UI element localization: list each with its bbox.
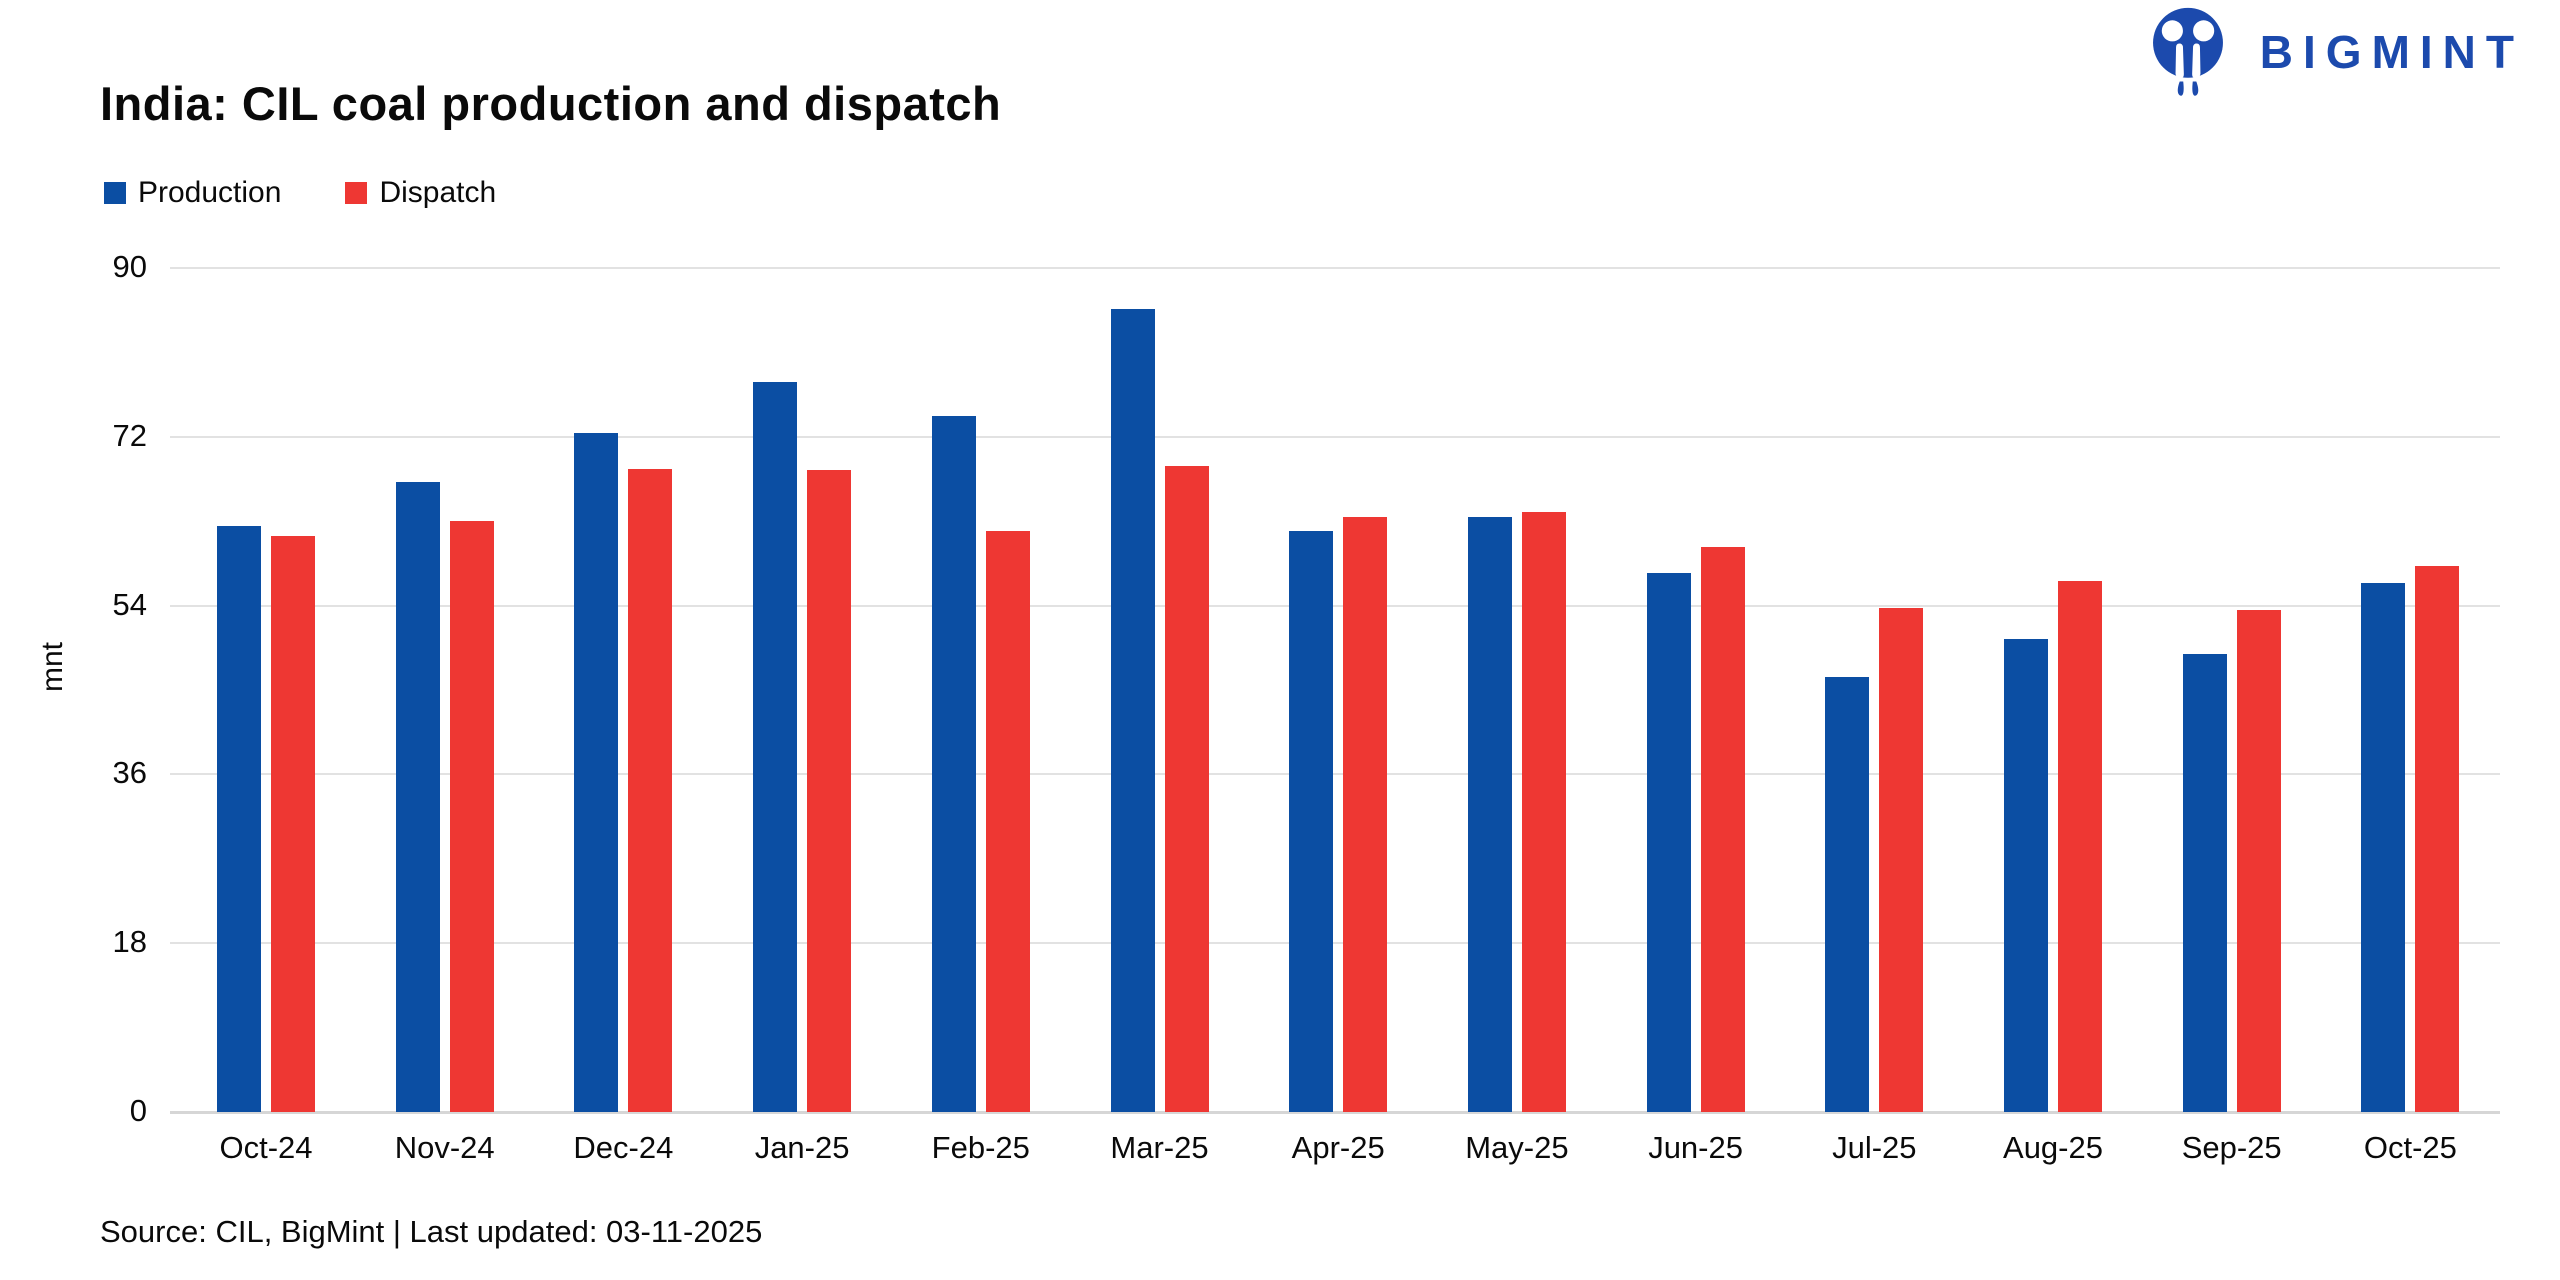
bar-production-nov-24 bbox=[395, 481, 440, 1112]
legend-swatch-dispatch bbox=[345, 182, 368, 204]
bar-dispatch-may-25 bbox=[1521, 511, 1566, 1112]
bar-production-dec-24 bbox=[574, 433, 619, 1112]
bar-dispatch-jan-25 bbox=[807, 469, 852, 1112]
x-tick-oct-24: Oct-24 bbox=[219, 1130, 313, 1165]
gridline-90 bbox=[170, 267, 2500, 269]
bar-production-mar-25 bbox=[1110, 309, 1155, 1112]
legend-item-dispatch: Dispatch bbox=[345, 176, 496, 210]
bar-production-oct-25 bbox=[2361, 583, 2406, 1112]
bar-production-jun-25 bbox=[1646, 572, 1691, 1112]
x-tick-oct-25: Oct-25 bbox=[2363, 1130, 2457, 1165]
bigmint-logo-icon bbox=[2152, 7, 2223, 96]
bar-dispatch-apr-25 bbox=[1343, 517, 1388, 1112]
bar-dispatch-aug-25 bbox=[2058, 581, 2102, 1112]
bar-production-jan-25 bbox=[753, 382, 798, 1112]
bar-production-jul-25 bbox=[1825, 676, 1870, 1112]
bar-dispatch-jul-25 bbox=[1879, 608, 1924, 1112]
x-tick-jul-25: Jul-25 bbox=[1832, 1130, 1917, 1165]
x-tick-feb-25: Feb-25 bbox=[931, 1130, 1030, 1165]
x-tick-mar-25: Mar-25 bbox=[1110, 1130, 1209, 1165]
legend-label: Dispatch bbox=[379, 176, 497, 209]
x-tick-dec-24: Dec-24 bbox=[573, 1130, 674, 1165]
bar-dispatch-jun-25 bbox=[1700, 546, 1745, 1112]
y-tick-36: 36 bbox=[112, 755, 147, 791]
bar-dispatch-feb-25 bbox=[985, 530, 1030, 1112]
plot-area bbox=[170, 267, 2500, 1114]
source-note: Source: CIL, BigMint | Last updated: 03-… bbox=[100, 1214, 763, 1249]
chart-title: India: CIL coal production and dispatch bbox=[100, 77, 1002, 130]
x-tick-sep-25: Sep-25 bbox=[2181, 1130, 2282, 1165]
y-tick-18: 18 bbox=[112, 924, 147, 960]
x-tick-jun-25: Jun-25 bbox=[1648, 1130, 1743, 1165]
y-tick-0: 0 bbox=[129, 1093, 147, 1128]
bar-dispatch-nov-24 bbox=[449, 521, 494, 1112]
y-tick-54: 54 bbox=[112, 586, 147, 622]
x-tick-may-25: May-25 bbox=[1465, 1130, 1569, 1165]
gridline-72 bbox=[170, 435, 2500, 438]
legend-item-production: Production bbox=[104, 176, 281, 210]
chart-legend: Production Dispatch bbox=[104, 176, 496, 210]
x-tick-nov-24: Nov-24 bbox=[394, 1130, 495, 1165]
x-tick-apr-25: Apr-25 bbox=[1291, 1130, 1385, 1165]
gridline-0 bbox=[170, 1111, 2500, 1114]
x-tick-aug-25: Aug-25 bbox=[2003, 1130, 2103, 1165]
legend-swatch-production bbox=[104, 182, 126, 204]
bar-dispatch-oct-24 bbox=[271, 536, 315, 1112]
bar-production-may-25 bbox=[1467, 517, 1512, 1112]
gridline-18 bbox=[170, 942, 2500, 945]
bar-production-oct-24 bbox=[217, 525, 261, 1112]
bar-dispatch-dec-24 bbox=[628, 468, 673, 1112]
bar-dispatch-oct-25 bbox=[2415, 566, 2460, 1112]
gridline-54 bbox=[170, 604, 2500, 607]
bar-dispatch-sep-25 bbox=[2236, 610, 2281, 1112]
gridline-36 bbox=[170, 773, 2500, 776]
y-tick-90: 90 bbox=[112, 249, 147, 284]
bar-production-apr-25 bbox=[1289, 530, 1334, 1112]
bar-production-aug-25 bbox=[2004, 639, 2048, 1112]
y-tick-72: 72 bbox=[112, 417, 147, 453]
bar-production-sep-25 bbox=[2182, 654, 2227, 1112]
legend-label: Production bbox=[138, 176, 282, 209]
bigmint-logo: BIGMINT bbox=[2142, 6, 2524, 98]
bigmint-logo-text: BIGMINT bbox=[2259, 26, 2524, 78]
y-axis-label: mnt bbox=[36, 641, 70, 693]
bar-dispatch-mar-25 bbox=[1164, 465, 1209, 1112]
x-tick-jan-25: Jan-25 bbox=[754, 1130, 850, 1165]
bar-production-feb-25 bbox=[931, 416, 976, 1112]
